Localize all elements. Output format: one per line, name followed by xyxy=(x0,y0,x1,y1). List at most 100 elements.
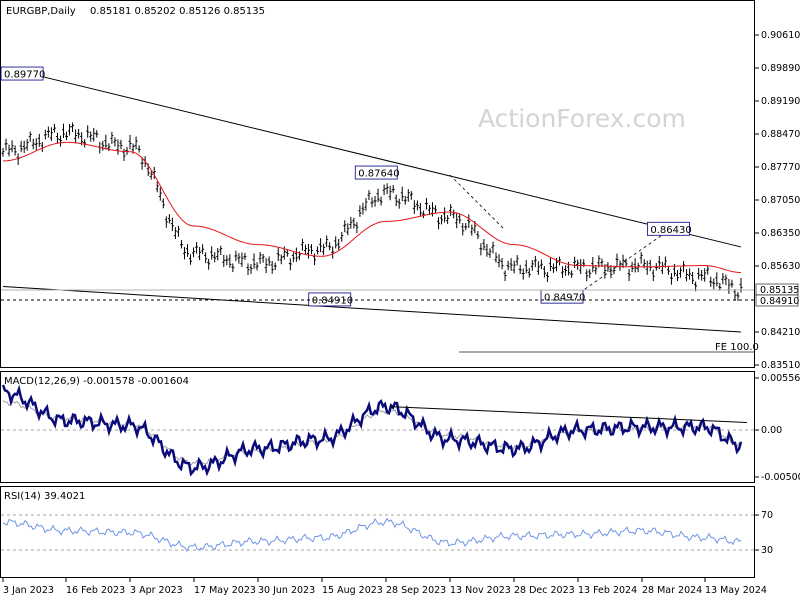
price-bar xyxy=(573,256,577,269)
price-bar xyxy=(367,190,371,201)
price-bar xyxy=(140,157,144,170)
price-bar xyxy=(603,264,607,279)
price-bar xyxy=(682,261,686,273)
price-panel-frame xyxy=(0,0,755,368)
price-bar xyxy=(364,198,368,211)
price-bar xyxy=(518,264,522,275)
price-bar xyxy=(83,139,87,148)
price-tick-label: 0.89190 xyxy=(761,96,800,107)
macd-lines xyxy=(1,384,748,477)
price-bar xyxy=(548,257,552,272)
rsi-title: RSI(14) 39.4021 xyxy=(4,491,85,502)
price-bar xyxy=(325,235,329,248)
price-bar xyxy=(579,259,583,275)
price-tick: 0.89890 xyxy=(755,63,800,74)
price-bar xyxy=(736,292,740,302)
price-bar xyxy=(700,269,704,281)
price-bar xyxy=(521,268,525,280)
price-bar xyxy=(116,139,120,155)
price-bar xyxy=(461,223,465,236)
price-bar xyxy=(488,248,492,258)
price-bar xyxy=(494,252,498,263)
annotation-label: 0.87640 xyxy=(358,169,399,180)
price-bar xyxy=(170,217,174,232)
price-bar xyxy=(198,246,202,261)
price-bar xyxy=(718,282,722,291)
price-bar xyxy=(618,260,622,271)
price-bar xyxy=(110,131,114,144)
price-bar xyxy=(551,263,555,273)
price-bar xyxy=(621,254,625,268)
price-bar xyxy=(503,270,507,282)
time-tick-label: 13 Nov 2023 xyxy=(450,585,511,596)
moving-average-line xyxy=(2,141,741,273)
price-bar xyxy=(691,271,695,285)
price-tick: 0.88470 xyxy=(755,129,800,140)
price-bar xyxy=(633,258,637,273)
price-tick-label: 0.88470 xyxy=(761,129,800,140)
price-bar xyxy=(231,263,235,273)
price-bar xyxy=(512,260,516,274)
price-annotation: 0.87640 xyxy=(354,165,400,180)
price-bar xyxy=(134,136,138,150)
price-tick: 0.87770 xyxy=(755,162,800,173)
price-bar xyxy=(675,270,679,281)
time-tick-label: 28 Sep 2023 xyxy=(386,585,446,596)
rsi-line xyxy=(2,517,742,553)
price-annotation: 0.84970 xyxy=(540,289,585,304)
price-bar xyxy=(19,140,23,153)
price-bar xyxy=(421,210,425,219)
price-tick-label: 0.89890 xyxy=(761,63,800,74)
price-bar xyxy=(189,254,193,265)
price-bar xyxy=(645,260,649,275)
price-bar xyxy=(479,243,483,256)
price-bar xyxy=(61,123,65,139)
price-tick: 0.83510 xyxy=(755,360,800,371)
price-bar xyxy=(300,238,304,251)
price-bar xyxy=(588,269,592,279)
price-bar xyxy=(352,217,356,229)
macd-tick: 0.005561 xyxy=(755,373,800,384)
swing-dashed-line xyxy=(574,225,676,297)
price-tick: 0.86350 xyxy=(755,228,800,239)
price-bar xyxy=(77,129,81,139)
price-bar xyxy=(446,215,450,224)
price-tick: 0.87050 xyxy=(755,195,800,206)
price-bar xyxy=(31,138,35,150)
price-bar xyxy=(663,256,667,268)
price-bar xyxy=(424,198,428,210)
time-axis: 3 Jan 2023 16 Feb 2023 3 Apr 2023 17 May… xyxy=(2,578,767,596)
price-bar xyxy=(46,126,50,138)
price-bar xyxy=(561,266,565,279)
annotation-label: 0.84970 xyxy=(544,293,585,304)
price-bar xyxy=(594,265,598,275)
price-bar xyxy=(155,181,159,193)
macd-tick-label: -0.005007 xyxy=(761,472,800,483)
price-annotation: 0.89770 xyxy=(0,66,45,81)
price-bar xyxy=(651,269,655,282)
price-bar xyxy=(240,252,244,267)
rsi-panel-frame xyxy=(0,486,755,578)
price-bar xyxy=(68,123,72,136)
price-bar xyxy=(306,243,310,259)
macd-line xyxy=(1,384,743,477)
price-bar xyxy=(101,140,105,151)
price-bar xyxy=(186,244,189,257)
time-tick-label: 3 Jan 2023 xyxy=(3,585,54,596)
price-tick: 0.85630 xyxy=(755,261,800,272)
price-bar xyxy=(276,247,280,261)
annotation-box xyxy=(0,66,44,81)
price-bar xyxy=(409,191,413,200)
price-bar xyxy=(545,272,549,283)
price-bar xyxy=(328,242,332,251)
price-bar xyxy=(515,255,519,266)
price-bar xyxy=(125,146,129,155)
price-tick-label: 0.84210 xyxy=(761,327,800,338)
price-bar xyxy=(452,209,456,219)
price-bar xyxy=(482,239,486,251)
price-annotation: 0.86430 xyxy=(646,221,692,236)
price-bar xyxy=(192,247,196,258)
price-bar xyxy=(500,258,504,270)
price-bar xyxy=(122,148,126,161)
price-bar xyxy=(660,261,664,275)
